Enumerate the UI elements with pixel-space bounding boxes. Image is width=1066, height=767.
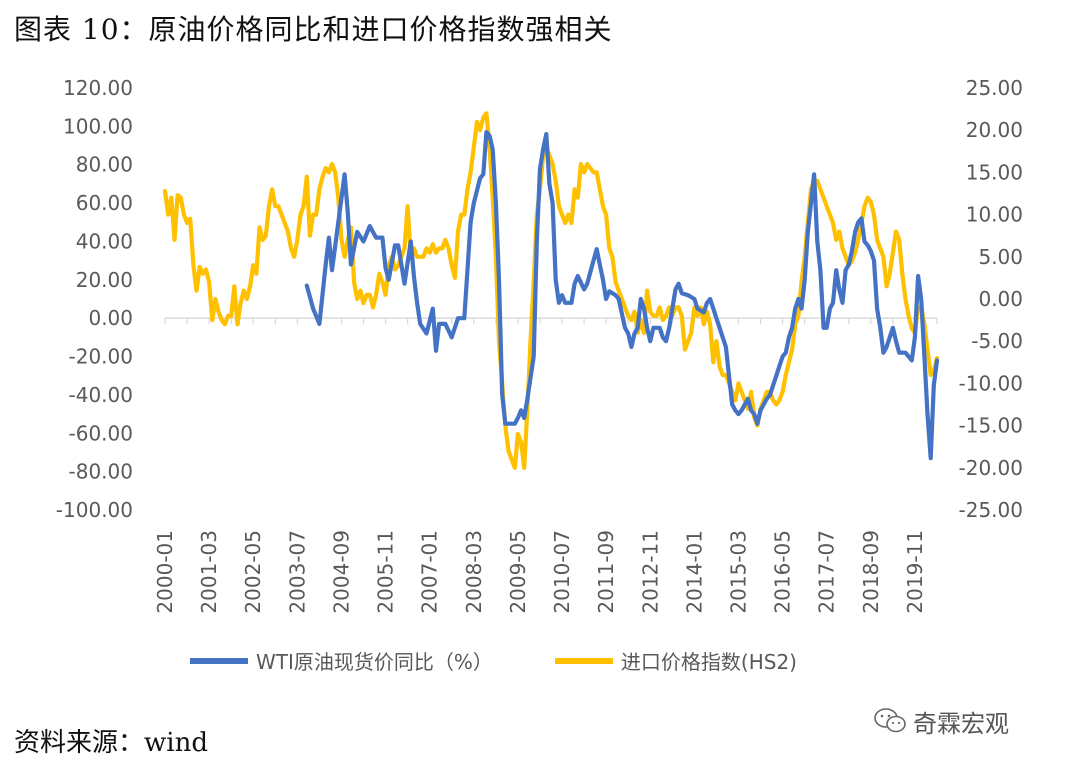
legend-label-import-price: 进口价格指数(HS2) <box>620 650 797 674</box>
x-tick-label: 2007-01 <box>418 530 442 614</box>
y-right-tick-label: 25.00 <box>966 76 1023 100</box>
x-tick-label: 2003-07 <box>285 530 309 614</box>
y-left-tick-label: -80.00 <box>69 460 133 484</box>
series-line-wti <box>304 130 940 461</box>
watermark: 奇霖宏观 <box>873 704 1009 738</box>
x-tick-label: 2005-11 <box>374 530 398 614</box>
y-left-tick-label: -60.00 <box>69 421 133 445</box>
legend-swatch-wti <box>190 657 248 664</box>
y-right-tick-label: -5.00 <box>971 329 1023 353</box>
x-tick-label: 2017-07 <box>815 530 839 614</box>
y-left-axis: 120.00 100.00 80.00 60.00 40.00 20.00 0.00 -20.… <box>56 76 133 522</box>
legend: WTI原油现货价同比（%） 进口价格指数(HS2) <box>190 646 859 675</box>
legend-label-wti: WTI原油现货价同比（%） <box>256 650 493 674</box>
y-left-tick-label: 60.00 <box>76 191 133 215</box>
y-left-tick-label: 0.00 <box>88 306 133 330</box>
y-right-tick-label: 10.00 <box>966 203 1023 227</box>
y-right-tick-label: -25.00 <box>959 498 1023 522</box>
watermark-text: 奇霖宏观 <box>913 709 1009 738</box>
source-note: 资料来源：wind <box>14 728 208 758</box>
y-left-tick-label: -40.00 <box>69 383 133 407</box>
series-layer <box>162 111 940 470</box>
y-left-tick-label: 80.00 <box>76 153 133 177</box>
y-left-tick-label: 20.00 <box>76 268 133 292</box>
y-right-tick-label: -20.00 <box>959 456 1023 480</box>
y-right-tick-label: 0.00 <box>978 287 1023 311</box>
x-tick-label: 2014-01 <box>682 530 706 614</box>
y-left-tick-label: 40.00 <box>76 229 133 253</box>
y-right-tick-label: 20.00 <box>966 118 1023 142</box>
x-axis: 2000-01 2001-03 2002-05 2003-07 2004-09 2005-… <box>153 318 938 614</box>
y-right-tick-label: -10.00 <box>959 371 1023 395</box>
x-tick-label: 2000-01 <box>153 530 177 614</box>
wechat-icon <box>874 708 906 733</box>
x-tick-label: 2001-03 <box>197 530 221 614</box>
x-tick-label: 2016-05 <box>771 530 795 614</box>
x-tick-label: 2015-03 <box>726 530 750 614</box>
x-tick-label: 2012-11 <box>638 530 662 614</box>
y-right-tick-label: 5.00 <box>978 245 1023 269</box>
y-right-axis: 25.00 20.00 15.00 10.00 5.00 0.00 -5.00 -10.00 -… <box>959 76 1023 522</box>
x-tick-label: 2008-03 <box>462 530 486 614</box>
x-tick-label: 2004-09 <box>329 530 353 614</box>
y-left-tick-label: -100.00 <box>56 498 133 522</box>
x-tick-label: 2011-09 <box>594 530 618 614</box>
x-tick-label: 2009-05 <box>506 530 530 614</box>
legend-swatch-import-price <box>554 657 613 664</box>
legend-item-import-price: 进口价格指数(HS2) <box>554 646 797 675</box>
y-left-tick-label: 100.00 <box>63 114 133 138</box>
x-tick-label: 2018-09 <box>859 530 883 614</box>
x-tick-label: 2019-11 <box>903 530 927 614</box>
chart-title: 图表 10：原油价格同比和进口价格指数强相关 <box>14 13 613 46</box>
y-right-tick-label: 15.00 <box>966 160 1023 184</box>
x-tick-label: 2010-07 <box>550 530 574 614</box>
x-tick-label: 2002-05 <box>241 530 265 614</box>
legend-item-wti: WTI原油现货价同比（%） <box>190 646 493 675</box>
y-left-tick-label: 120.00 <box>63 76 133 100</box>
y-right-tick-label: -15.00 <box>959 414 1023 438</box>
y-left-tick-label: -20.00 <box>69 345 133 369</box>
